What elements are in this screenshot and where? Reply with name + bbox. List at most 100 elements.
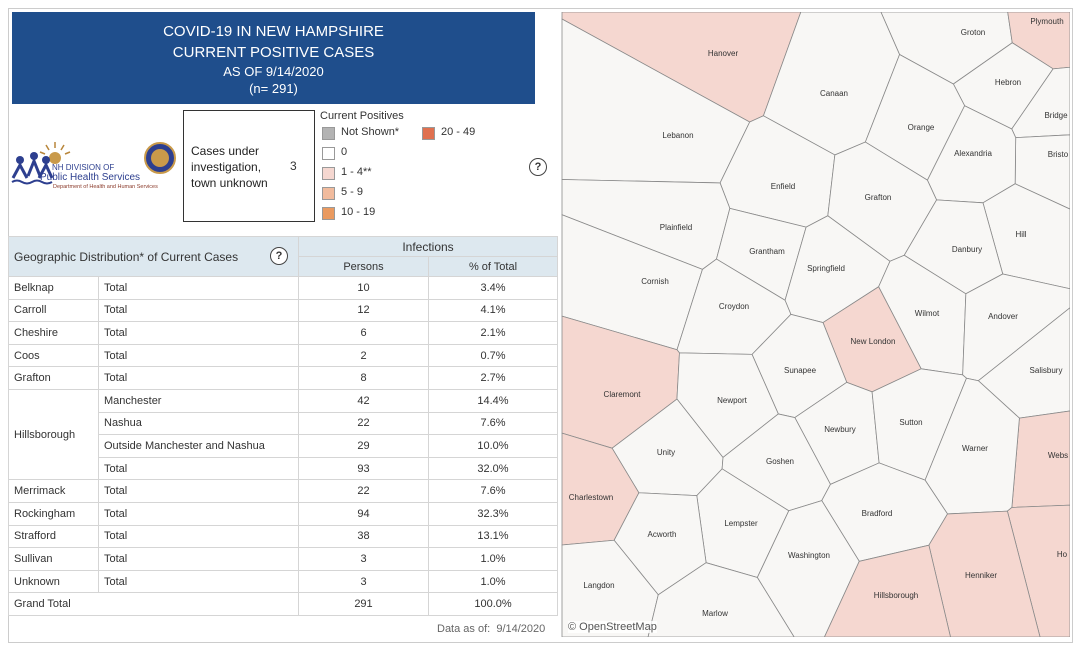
- town-label: Grafton: [865, 193, 892, 202]
- towns: [561, 12, 1070, 637]
- town-label: Hill: [1015, 230, 1026, 239]
- column-header: Persons: [298, 256, 429, 277]
- town-label: Claremont: [604, 390, 642, 399]
- persons-cell: 93: [298, 456, 429, 481]
- county-cell: Carroll: [8, 298, 99, 323]
- header: COVID-19 IN NEW HAMPSHIRE CURRENT POSITI…: [12, 12, 535, 104]
- table-row: Strafford Total 38 13.1%: [8, 524, 558, 549]
- legend-swatch: [322, 127, 335, 140]
- town-label: Charlestown: [569, 493, 613, 502]
- town-label: New London: [851, 337, 896, 346]
- town-label: Acworth: [648, 530, 677, 539]
- table-row: Unknown Total 3 1.0%: [8, 569, 558, 594]
- county-cell: Strafford: [8, 524, 99, 549]
- county-cell: Merrimack: [8, 479, 99, 503]
- table-row: Outside Manchester and Nashua 29 10.0%: [9, 434, 558, 458]
- row-label: Total: [98, 479, 299, 503]
- persons-cell: 22: [298, 411, 429, 436]
- county-cell: Rockingham: [8, 501, 99, 526]
- grand-total-row: Grand Total 291 100.0%: [8, 592, 558, 616]
- legend-swatch: [322, 187, 335, 200]
- row-label: Total: [98, 276, 299, 300]
- town-label: Langdon: [583, 581, 614, 590]
- group-header: Infections: [298, 236, 558, 257]
- row-label: Total: [98, 547, 299, 571]
- table-row: Cheshire Total 6 2.1%: [8, 321, 558, 345]
- table-row: Hillsborough Manchester 42 14.4%: [8, 388, 558, 481]
- legend-label: 0: [341, 146, 348, 158]
- table-row: Belknap Total 10 3.4%: [8, 276, 558, 300]
- table-row: Carroll Total 12 4.1%: [8, 298, 558, 323]
- row-label: Total: [98, 501, 299, 526]
- legend-label: 5 - 9: [341, 186, 364, 198]
- town-label: Alexandria: [954, 149, 992, 158]
- town-label: Warner: [962, 444, 988, 453]
- count: (n= 291): [249, 81, 298, 96]
- logo-line3: Department of Health and Human Services: [53, 184, 158, 190]
- town-label: Goshen: [766, 457, 794, 466]
- logo-line2: Public Health Services: [40, 172, 140, 183]
- pct-cell: 10.0%: [428, 434, 558, 458]
- town-label: Cornish: [641, 277, 669, 286]
- county-cell: Belknap: [8, 276, 99, 300]
- subtitle: CURRENT POSITIVE CASES: [172, 44, 375, 61]
- legend-swatch: [422, 127, 435, 140]
- table-row: Rockingham Total 94 32.3%: [8, 501, 558, 526]
- persons-cell: 3: [298, 569, 429, 594]
- map-attribution: © OpenStreetMap: [568, 621, 657, 633]
- pct-cell: 7.6%: [428, 411, 558, 436]
- legend-swatch: [322, 207, 335, 220]
- town-label: Canaan: [820, 89, 848, 98]
- town-label: Danbury: [952, 245, 982, 254]
- persons-cell: 29: [298, 434, 429, 458]
- row-label: Outside Manchester and Nashua: [98, 434, 299, 458]
- header-row: Persons % of Total: [9, 256, 558, 277]
- table-title: Geographic Distribution* of Current Case…: [14, 249, 239, 264]
- table-body: Geographic Distribution* of Current Case…: [8, 236, 558, 616]
- legend-title: Current Positives: [320, 110, 404, 122]
- town-label: Hebron: [995, 78, 1021, 87]
- county-cell: Hillsborough: [8, 388, 99, 481]
- logo-line1: NH DIVISION OF: [52, 163, 114, 172]
- column-header: % of Total: [428, 256, 558, 277]
- table-row: Total 93 32.0%: [9, 456, 558, 481]
- county-cell: Cheshire: [8, 321, 99, 345]
- town-label: Springfield: [807, 264, 845, 273]
- help-icon[interactable]: ?: [270, 247, 288, 265]
- help-icon[interactable]: ?: [529, 158, 547, 176]
- table-row: Nashua 22 7.6%: [9, 411, 558, 436]
- legend-label: 10 - 19: [341, 206, 376, 218]
- town-label: Bristo: [1048, 150, 1069, 159]
- town-label: Enfield: [771, 182, 795, 191]
- table-row: Merrimack Total 22 7.6%: [8, 479, 558, 503]
- footer: Data as of: 9/14/2020: [437, 623, 545, 635]
- town: [647, 562, 795, 637]
- pct-cell: 32.3%: [428, 501, 558, 526]
- town-label: Orange: [908, 123, 935, 132]
- county-cell: Sullivan: [8, 547, 99, 571]
- grand-total-label: Grand Total: [8, 592, 299, 616]
- persons-cell: 12: [298, 298, 429, 323]
- header-row: Geographic Distribution* of Current Case…: [8, 236, 558, 277]
- row-label: Total: [98, 569, 299, 594]
- town-label: Marlow: [702, 609, 728, 618]
- legend-swatch: [322, 147, 335, 160]
- logo: NH DIVISION OF Public Health Services De…: [11, 142, 176, 190]
- legend-label: 20 - 49: [441, 126, 476, 138]
- row-label: Manchester: [98, 388, 299, 413]
- investigation-box: Cases under investigation, town unknown …: [183, 110, 315, 222]
- pct-cell: 7.6%: [428, 479, 558, 503]
- pct-cell: 3.4%: [428, 276, 558, 300]
- table-row: Sullivan Total 3 1.0%: [8, 547, 558, 571]
- table: Geographic Distribution* of Current Case…: [8, 236, 558, 616]
- table-title-cell: Geographic Distribution* of Current Case…: [8, 236, 299, 277]
- county-cell: Unknown: [8, 569, 99, 594]
- table-row: Coos Total 2 0.7%: [8, 343, 558, 368]
- town-label: Hillsborough: [874, 591, 918, 600]
- town-label: Andover: [988, 312, 1018, 321]
- as-of: AS OF 9/14/2020: [223, 64, 324, 79]
- town-label: Lempster: [724, 519, 758, 528]
- pct-cell: 1.0%: [428, 547, 558, 571]
- pct-cell: 2.7%: [428, 366, 558, 390]
